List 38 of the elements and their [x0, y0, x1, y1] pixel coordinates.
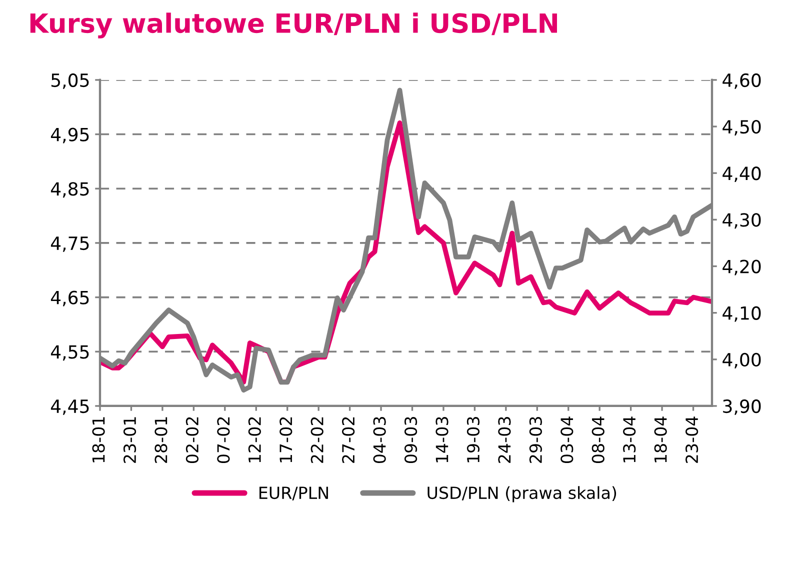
- y-tick-label: 4,85: [50, 182, 89, 198]
- y-tick-label: 5,05: [51, 73, 89, 89]
- x-tick-label: 24-03: [498, 417, 511, 463]
- x-tick-label: 07-02: [217, 417, 230, 464]
- x-tick-label: 28-01: [154, 417, 168, 463]
- x-tick-label: 18-04: [654, 416, 667, 462]
- y2-tick-label: 4,60: [722, 73, 761, 89]
- legend-label: USD/PLN (prawa skala): [428, 486, 616, 502]
- y2-tick-label: 4,30: [722, 213, 761, 229]
- x-tick-label: 03-04: [560, 416, 574, 464]
- x-tick-label: 14-03: [436, 417, 448, 462]
- y2-tick-label: 4,40: [722, 166, 761, 182]
- y-tick-label: 4,65: [50, 290, 89, 306]
- y2-tick-label: 3,90: [723, 399, 761, 415]
- y2-tick-label: 4,10: [722, 306, 761, 322]
- x-tick-label: 23-01: [123, 417, 136, 463]
- x-tick-label: 09-03: [404, 417, 418, 464]
- x-tick-label: 22-02: [310, 417, 324, 463]
- x-tick-label: 23-04: [685, 416, 698, 463]
- x-tick-label: 13-04: [623, 416, 636, 462]
- y2-tick-label: 4,50: [722, 120, 761, 136]
- x-tick-label: 29-03: [529, 417, 542, 463]
- x-tick-label: 12-02: [248, 417, 261, 462]
- x-tick-label: 27-02: [342, 417, 355, 463]
- y-tick-label: 4,55: [50, 345, 89, 361]
- x-tick-label: 02-02: [186, 417, 199, 464]
- y2-tick-label: 4,20: [722, 260, 761, 276]
- y-tick-label: 4,95: [50, 128, 89, 144]
- y-tick-label: 4,75: [50, 236, 89, 252]
- y2-tick-label: 4,00: [722, 352, 761, 368]
- x-tick-label: 04-03: [373, 417, 386, 464]
- legend-label: EUR/PLN: [259, 486, 328, 500]
- x-tick-label: 18-01: [92, 417, 105, 462]
- chart-title: Kursy walutowe EUR/PLN i USD/PLN: [30, 12, 557, 38]
- y-tick-label: 4,45: [50, 400, 89, 415]
- x-tick-label: 17-02: [280, 417, 292, 462]
- x-tick-label: 19-03: [466, 417, 480, 462]
- x-tick-label: 08-04: [592, 416, 604, 464]
